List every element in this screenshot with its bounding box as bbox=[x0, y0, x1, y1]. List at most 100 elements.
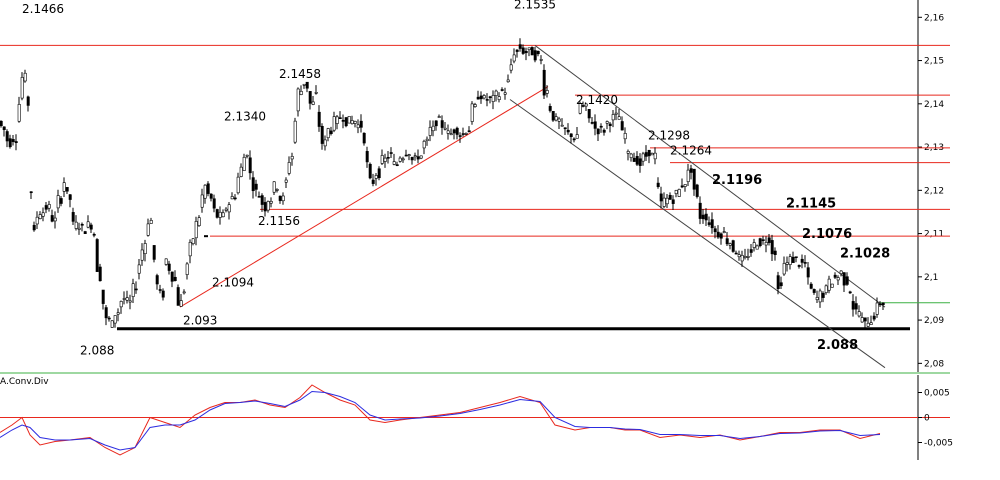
price-tick-label: 2,08 bbox=[924, 359, 944, 369]
candle-body bbox=[557, 118, 561, 122]
candle-body bbox=[599, 125, 603, 128]
candle-body bbox=[836, 277, 840, 281]
price-annotation: 2.1028 bbox=[840, 246, 890, 261]
candle-body bbox=[290, 156, 294, 160]
candle-body bbox=[878, 303, 882, 306]
candle-body bbox=[299, 90, 303, 95]
candle-body bbox=[182, 291, 186, 294]
candle-body bbox=[467, 130, 471, 133]
candle-body bbox=[161, 290, 165, 298]
candle-body bbox=[221, 212, 225, 218]
candle-body bbox=[119, 301, 123, 308]
candle-body bbox=[146, 223, 150, 236]
candle-body bbox=[623, 133, 627, 140]
candle-body bbox=[848, 291, 852, 294]
price-annotation: 2.1298 bbox=[648, 128, 690, 142]
candle-body bbox=[803, 262, 807, 264]
price-annotation: 2.1420 bbox=[576, 93, 618, 107]
candle-body bbox=[200, 194, 204, 208]
candle-body bbox=[401, 158, 405, 161]
candle-body bbox=[59, 198, 63, 204]
candle-body bbox=[548, 106, 552, 111]
candle-body bbox=[545, 90, 549, 94]
candle-body bbox=[329, 130, 333, 134]
candle-body bbox=[404, 154, 408, 157]
candle-body bbox=[677, 189, 681, 197]
candle-body bbox=[185, 263, 189, 275]
candle-body bbox=[626, 151, 630, 154]
candle-body bbox=[785, 262, 789, 265]
candle-body bbox=[71, 212, 75, 222]
candle-body bbox=[863, 317, 867, 322]
candle-body bbox=[386, 156, 390, 159]
candle-body bbox=[158, 289, 162, 291]
price-annotation: 2.088 bbox=[80, 344, 114, 358]
candle-body bbox=[392, 161, 396, 165]
candle-body bbox=[581, 105, 585, 107]
candle-body bbox=[341, 119, 345, 122]
candle-body bbox=[503, 92, 507, 95]
candle-body bbox=[383, 157, 387, 162]
candle-body bbox=[770, 240, 774, 255]
candle-body bbox=[38, 214, 42, 219]
candle-body bbox=[8, 138, 12, 148]
candle-body bbox=[95, 239, 99, 272]
candle-body bbox=[134, 288, 138, 291]
candle-body bbox=[356, 124, 360, 129]
candle-body bbox=[473, 104, 477, 107]
price-tick-label: 2,1 bbox=[924, 273, 938, 283]
candle-body bbox=[242, 156, 246, 171]
candle-body bbox=[764, 242, 768, 246]
candle-body bbox=[704, 213, 708, 221]
candle-body bbox=[17, 104, 21, 122]
candle-body bbox=[596, 128, 600, 135]
candle-body bbox=[230, 196, 234, 200]
candle-body bbox=[35, 216, 39, 225]
candle-body bbox=[824, 285, 828, 293]
price-annotation: 2.1145 bbox=[786, 197, 836, 212]
candle-body bbox=[722, 231, 726, 233]
candle-body bbox=[428, 127, 432, 136]
candle-body bbox=[191, 238, 195, 244]
candle-body bbox=[74, 221, 78, 229]
candle-body bbox=[188, 241, 192, 257]
signal-line bbox=[0, 390, 881, 451]
candle-body bbox=[374, 175, 378, 179]
candle-body bbox=[614, 112, 618, 115]
candle-body bbox=[635, 156, 639, 165]
candle-body bbox=[530, 47, 534, 56]
indicator-tick-label: 0,005 bbox=[924, 389, 950, 399]
candle-body bbox=[821, 292, 825, 298]
candle-body bbox=[212, 198, 216, 209]
candle-body bbox=[113, 315, 117, 324]
price-annotation: 2.1340 bbox=[224, 109, 266, 123]
candle-body bbox=[809, 283, 813, 289]
candle-body bbox=[653, 152, 657, 160]
candle-body bbox=[875, 302, 879, 315]
candle-body bbox=[413, 155, 417, 158]
candle-body bbox=[524, 50, 528, 54]
candle-body bbox=[155, 275, 159, 285]
candle-body bbox=[56, 195, 60, 209]
candle-body bbox=[458, 135, 462, 137]
candle-body bbox=[866, 322, 870, 327]
candle-body bbox=[707, 222, 711, 225]
candle-body bbox=[143, 243, 147, 255]
candle-body bbox=[455, 127, 459, 135]
candle-body bbox=[110, 320, 114, 328]
candle-body bbox=[80, 223, 84, 226]
candle-body bbox=[593, 121, 597, 129]
candle-body bbox=[644, 152, 648, 157]
candle-body bbox=[362, 132, 366, 144]
candle-body bbox=[377, 168, 381, 179]
candle-body bbox=[497, 96, 501, 100]
candle-body bbox=[605, 121, 609, 124]
candle-body bbox=[731, 240, 735, 252]
price-tick-label: 2,12 bbox=[924, 186, 944, 196]
price-annotation: 2.088 bbox=[817, 338, 858, 353]
candle-body bbox=[122, 298, 126, 300]
price-annotation: 2.1466 bbox=[22, 2, 64, 16]
candle-body bbox=[851, 301, 855, 310]
price-tick-label: 2,11 bbox=[924, 230, 944, 240]
candle-body bbox=[98, 266, 102, 282]
